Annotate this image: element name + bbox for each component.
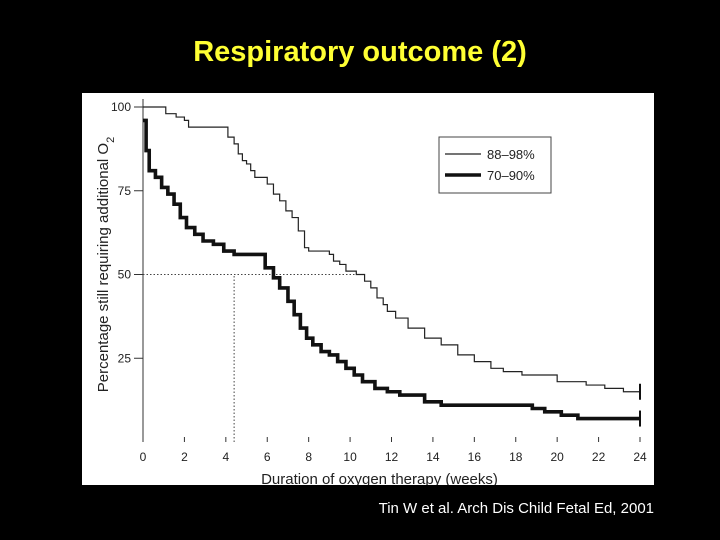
slide-title: Respiratory outcome (2) bbox=[193, 36, 527, 68]
y-tick-label: 50 bbox=[118, 268, 132, 282]
series-layer bbox=[143, 106, 641, 427]
x-tick-label: 24 bbox=[633, 450, 647, 464]
y-tick-label: 100 bbox=[111, 100, 131, 114]
series-line-2 bbox=[143, 118, 640, 421]
x-tick-label: 16 bbox=[468, 450, 482, 464]
y-axis-title-subscript: 2 bbox=[105, 137, 117, 143]
x-tick-label: 22 bbox=[592, 450, 606, 464]
x-tick-label: 10 bbox=[343, 450, 357, 464]
x-tick-label: 12 bbox=[385, 450, 399, 464]
legend-label: 88–98% bbox=[487, 147, 535, 162]
chart-panel: 25 50 75 100 0 2 4 6 8 10 12 14 16 18 20 22 24 88–98% 70–… bbox=[82, 93, 654, 485]
y-axis-title: Percentage still requiring additional O2 bbox=[95, 137, 117, 392]
y-axis-title-main: Percentage still requiring additional O bbox=[95, 143, 112, 392]
x-tick-label: 8 bbox=[305, 450, 312, 464]
legend-box bbox=[438, 136, 552, 194]
x-tick-label: 2 bbox=[181, 450, 188, 464]
x-tick-label: 18 bbox=[509, 450, 523, 464]
x-tick-label: 6 bbox=[264, 450, 271, 464]
reference-lines bbox=[143, 274, 357, 442]
x-tick-label: 4 bbox=[222, 450, 229, 464]
legend: 88–98% 70–90% bbox=[438, 136, 552, 194]
y-tick-label: 75 bbox=[118, 184, 132, 198]
x-tick-label: 20 bbox=[550, 450, 564, 464]
x-axis-title: Duration of oxygen therapy (weeks) bbox=[261, 471, 498, 485]
citation: Tin W et al. Arch Dis Child Fetal Ed, 20… bbox=[378, 500, 654, 517]
x-tick-label: 14 bbox=[426, 450, 440, 464]
y-tick-label: 25 bbox=[118, 351, 132, 365]
series-line-1 bbox=[143, 106, 640, 393]
legend-label: 70–90% bbox=[487, 168, 535, 183]
x-tick-label: 0 bbox=[140, 450, 147, 464]
